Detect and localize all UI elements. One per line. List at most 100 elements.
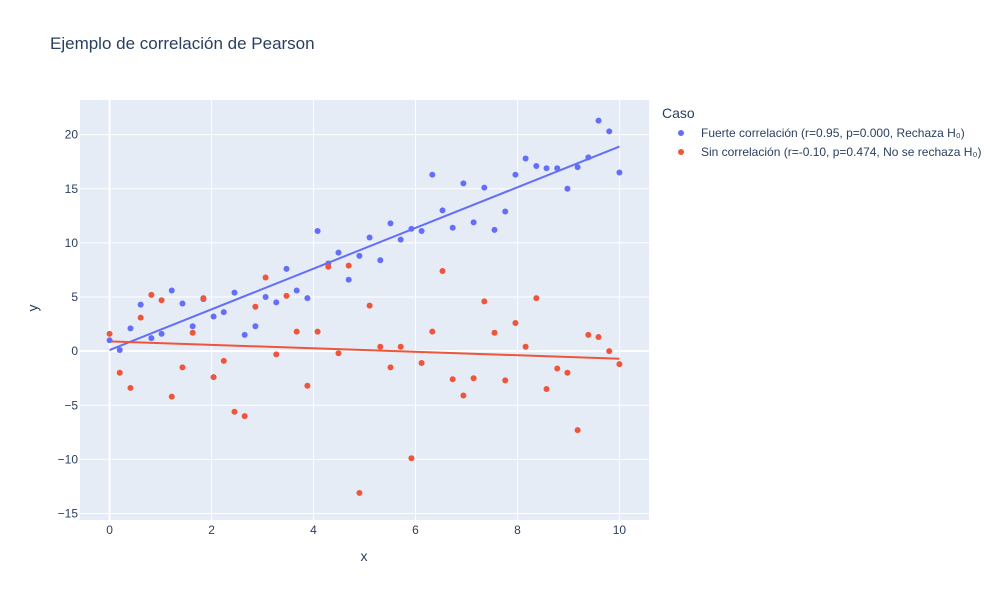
y-tick-label: −10	[58, 452, 79, 466]
data-point-strong	[616, 169, 623, 176]
data-point-none	[543, 386, 550, 393]
y-tick-label: 5	[71, 290, 78, 304]
data-point-strong	[210, 313, 217, 320]
data-point-strong	[366, 234, 373, 241]
legend-marker-strong	[678, 130, 684, 136]
data-point-none	[189, 329, 196, 336]
data-point-none	[481, 298, 488, 305]
data-point-none	[429, 328, 436, 335]
data-point-strong	[574, 164, 581, 171]
data-point-none	[116, 369, 123, 376]
data-point-strong	[220, 309, 227, 316]
data-point-none	[502, 377, 509, 384]
data-point-none	[449, 376, 456, 383]
data-point-none	[585, 331, 592, 338]
data-point-none	[606, 348, 613, 355]
data-point-strong	[533, 163, 540, 170]
x-tick-label: 4	[310, 523, 317, 537]
data-point-strong	[241, 331, 248, 338]
data-point-none	[512, 319, 519, 326]
data-point-none	[252, 303, 259, 310]
data-point-strong	[377, 257, 384, 264]
data-point-none	[335, 350, 342, 357]
legend-title: Caso	[662, 105, 695, 121]
data-point-strong	[304, 295, 311, 302]
data-point-strong	[168, 287, 175, 294]
y-tick-label: 20	[65, 128, 79, 142]
data-point-none	[470, 375, 477, 382]
y-axis-title: y	[24, 304, 41, 312]
plot-background	[80, 100, 649, 520]
data-point-strong	[356, 252, 363, 259]
data-point-strong	[606, 128, 613, 135]
data-point-none	[439, 268, 446, 275]
x-tick-label: 2	[208, 523, 215, 537]
data-point-none	[127, 384, 134, 391]
data-point-none	[574, 427, 581, 434]
data-point-strong	[439, 207, 446, 214]
data-point-strong	[554, 165, 561, 172]
data-point-strong	[345, 276, 352, 283]
data-point-none	[595, 334, 602, 341]
data-point-none	[179, 364, 186, 371]
data-point-none	[220, 357, 227, 364]
data-point-none	[241, 413, 248, 420]
data-point-none	[345, 262, 352, 269]
x-axis-title: x	[360, 548, 368, 564]
x-tick-label: 6	[412, 523, 419, 537]
data-point-strong	[512, 171, 519, 178]
data-point-none	[397, 343, 404, 350]
data-point-strong	[283, 265, 290, 272]
data-point-none	[408, 455, 415, 462]
data-point-none	[106, 330, 113, 337]
data-point-strong	[189, 323, 196, 330]
data-point-strong	[481, 184, 488, 191]
data-point-none	[137, 314, 144, 321]
data-point-strong	[408, 225, 415, 232]
data-point-none	[325, 263, 332, 270]
legend: Caso Fuerte correlación (r=0.95, p=0.000…	[662, 105, 997, 163]
data-point-none	[564, 369, 571, 376]
data-point-none	[522, 343, 529, 350]
data-point-none	[231, 408, 238, 415]
data-point-strong	[470, 219, 477, 226]
x-tick-label: 8	[514, 523, 521, 537]
trend-line-strong	[109, 145, 620, 351]
data-point-strong	[585, 154, 592, 161]
data-point-none	[304, 382, 311, 389]
data-point-none	[377, 343, 384, 350]
data-point-none	[283, 292, 290, 299]
data-point-strong	[273, 299, 280, 306]
data-point-strong	[293, 287, 300, 294]
data-point-none	[168, 393, 175, 400]
data-point-strong	[179, 300, 186, 307]
data-point-strong	[418, 227, 425, 234]
data-point-strong	[449, 224, 456, 231]
data-point-strong	[543, 165, 550, 172]
data-point-strong	[460, 180, 467, 187]
data-point-strong	[148, 335, 155, 342]
data-point-none	[148, 291, 155, 298]
data-point-strong	[231, 289, 238, 296]
data-point-strong	[158, 330, 165, 337]
data-point-none	[460, 392, 467, 399]
legend-label-strong: Fuerte correlación (r=0.95, p=0.000, Rec…	[701, 126, 965, 140]
data-point-strong	[335, 249, 342, 256]
data-point-none	[210, 374, 217, 381]
data-point-strong	[252, 323, 259, 330]
data-point-none	[314, 328, 321, 335]
data-point-none	[366, 302, 373, 309]
data-point-strong	[595, 117, 602, 124]
legend-item-none[interactable]: Sin correlación (r=-0.10, p=0.474, No se…	[662, 144, 997, 163]
data-point-strong	[397, 236, 404, 243]
legend-item-strong[interactable]: Fuerte correlación (r=0.95, p=0.000, Rec…	[662, 125, 997, 144]
data-point-strong	[127, 325, 134, 332]
data-point-none	[387, 364, 394, 371]
y-tick-label: 0	[71, 344, 78, 358]
data-point-strong	[137, 301, 144, 308]
x-tick-label: 10	[613, 523, 627, 537]
chart-title: Ejemplo de correlación de Pearson	[50, 34, 315, 53]
data-point-none	[533, 295, 540, 302]
